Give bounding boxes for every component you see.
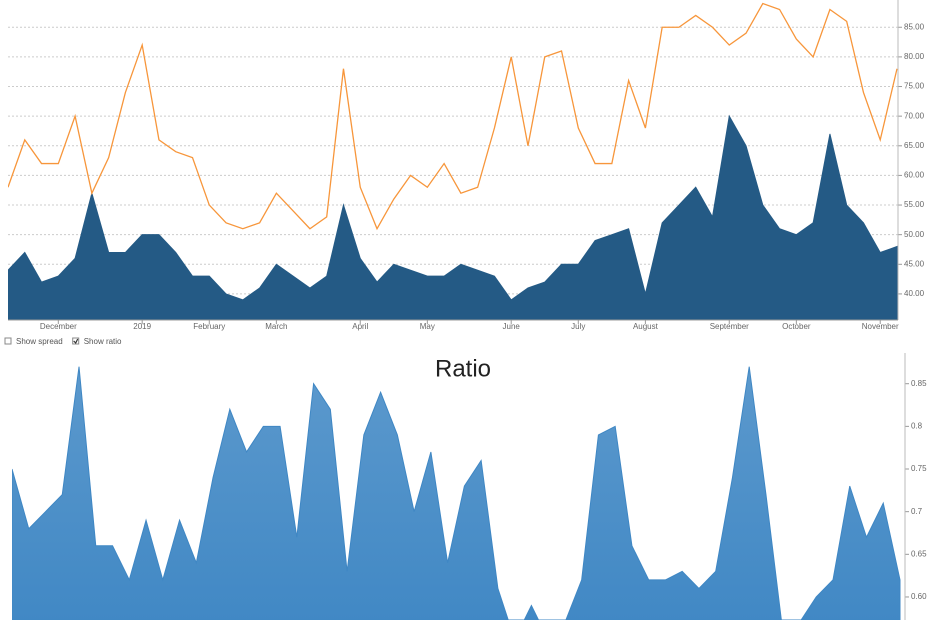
y-tick-label: 50.00 [904,230,925,239]
checkbox[interactable] [72,337,80,345]
chart-title: Ratio [435,355,491,382]
x-tick-label: July [571,322,585,331]
checkbox-label[interactable]: Show spread [16,337,63,346]
x-tick-label: September [710,322,749,331]
y-tick-label: 0.85 [911,379,927,388]
x-tick-label: May [420,322,435,331]
checkbox-label[interactable]: Show ratio [84,337,122,346]
x-tick-label: December [40,322,77,331]
y-tick-label: 85.00 [904,22,925,31]
y-tick-label: 60.00 [904,171,925,180]
x-tick-label: August [633,322,659,331]
checkmark [73,338,79,345]
y-tick-label: 80.00 [904,52,925,61]
y-tick-label: 45.00 [904,259,925,268]
charts: 40.00 45.00 50.00 55.00 60.00 65.00 70.00 75.00… [4,0,927,620]
y-tick-label: 40.00 [904,289,925,298]
x-tick-label: 2019 [133,322,151,331]
line [8,2,898,231]
y-tick-label: 0.75 [911,464,927,473]
checkbox[interactable] [4,337,12,345]
area [8,114,898,320]
y-tick-label: 0.60 [911,592,927,601]
plot [8,2,898,320]
y-tick-label: 55.00 [904,200,925,209]
plot [12,366,901,620]
x-tick-label: November [862,322,899,331]
x-tick-label: October [782,322,811,331]
y-tick-label: 0.7 [911,507,923,516]
y-tick-label: 0.8 [911,421,923,430]
area [12,366,901,620]
x-tick-label: June [503,322,521,331]
y-tick-label: 65.00 [904,141,925,150]
x-tick-label: April [352,322,368,331]
x-tick-label: February [193,322,225,331]
y-tick-label: 0.65 [911,549,927,558]
y-tick-label: 70.00 [904,111,925,120]
x-tick-label: March [265,322,287,331]
y-tick-label: 75.00 [904,82,925,91]
